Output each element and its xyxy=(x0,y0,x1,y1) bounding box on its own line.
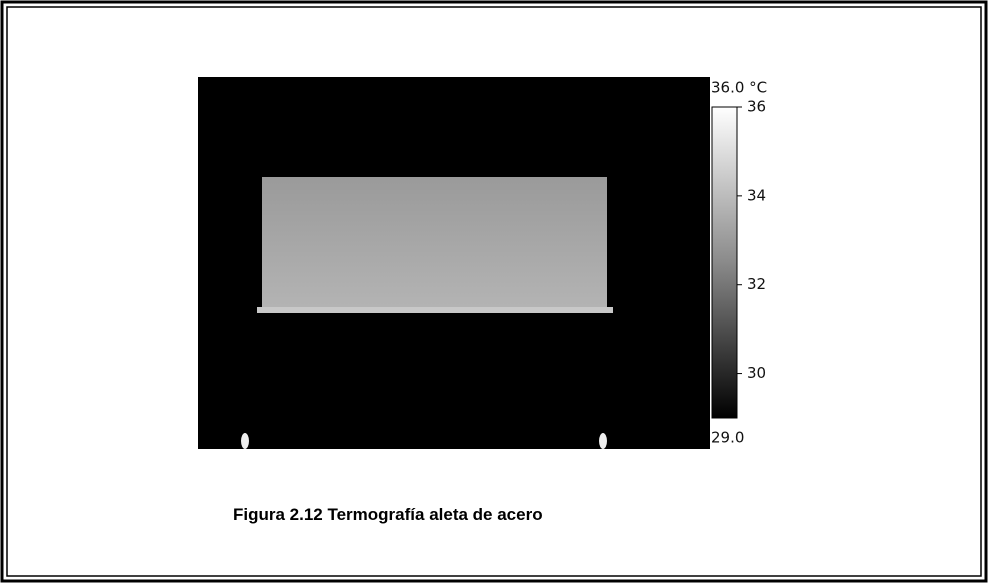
figure-page: 36.0 °C 29.0 Figura 2.12 Termografía ale… xyxy=(0,0,988,583)
colorbar-bottom-label: 29.0 xyxy=(711,429,744,447)
colorbar-tick-label: 34 xyxy=(747,186,766,204)
colorbar-tick-label: 30 xyxy=(747,364,766,382)
colorbar-tick-label: 36 xyxy=(747,98,766,116)
fin-base xyxy=(257,307,613,313)
colorbar xyxy=(712,107,737,418)
figure-caption: Figura 2.12 Termografía aleta de acero xyxy=(233,505,543,524)
hot-spot xyxy=(241,433,249,449)
hot-spot xyxy=(599,433,607,449)
page: 36.0 °C 29.0 Figura 2.12 Termografía ale… xyxy=(0,0,988,583)
colorbar-tick-label: 32 xyxy=(747,275,766,293)
fin xyxy=(262,177,607,311)
colorbar-top-label: 36.0 °C xyxy=(711,79,767,97)
